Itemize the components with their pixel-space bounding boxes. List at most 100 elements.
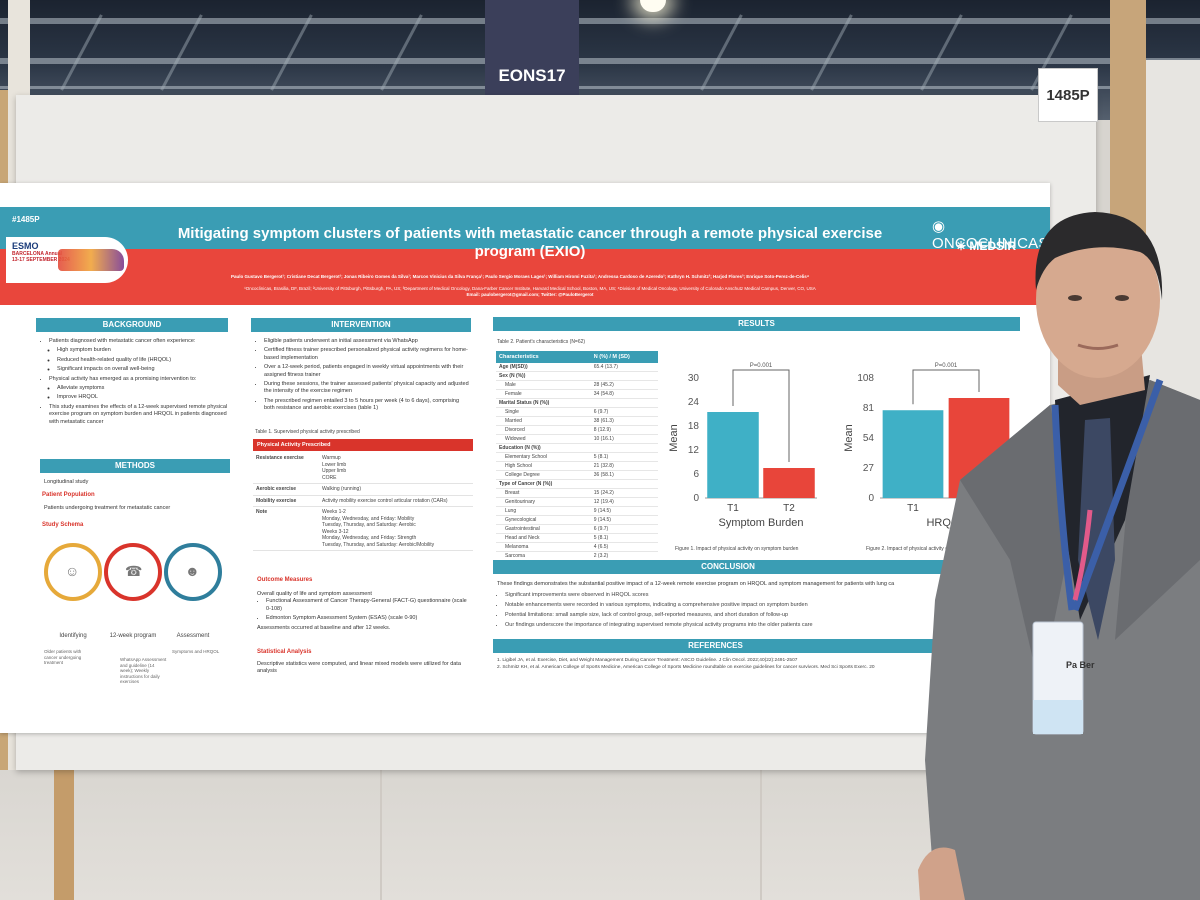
table-cell	[590, 443, 658, 453]
stats-text: Descriptive statistics were computed, an…	[257, 661, 461, 675]
background-item: Reduced health-related quality of life (…	[57, 357, 228, 364]
table1-header: Physical Activity Prescribed	[253, 439, 473, 451]
table-cell: Male	[496, 380, 591, 390]
conclusion-heading: CONCLUSION	[493, 560, 963, 574]
intervention-item: Eligible patients underwent an initial a…	[264, 338, 469, 345]
table1-caption: Table 1. Supervised physical activity pr…	[255, 429, 360, 435]
table-row: Gynecological 9 (14.5)	[496, 515, 658, 525]
y-axis-label: Mean	[668, 424, 680, 452]
table-cell: Lung	[496, 506, 591, 516]
table-row: Marital Status (N (%))	[496, 398, 658, 408]
table-row: Married 38 (61.3)	[496, 416, 658, 426]
congress-logo-mark: ESMO	[12, 241, 39, 251]
oncoclinicas-wordmark: ONCOCLINICAS	[932, 235, 1049, 252]
y-tick-label: 24	[688, 397, 700, 408]
table-row: Age (M(SD)) 65.4 (13.7)	[496, 363, 658, 372]
table-header-cell: Characteristics	[496, 351, 591, 363]
poster-title: Mitigating symptom clusters of patients …	[160, 225, 900, 261]
background-text: Patients diagnosed with metastatic cance…	[40, 338, 228, 428]
schema-heading: Study Schema	[42, 522, 84, 528]
reference-item: 1. Ligibel JA, et al. Exercise, Diet, an…	[497, 658, 798, 663]
truss	[0, 58, 1200, 64]
medsir-wordmark: MEDSIR	[969, 239, 1017, 253]
characteristics-table: Characteristics N (%) / M (SD) Age (M(SD…	[496, 351, 658, 561]
y-tick-label: 12	[688, 445, 700, 456]
intervention-heading: INTERVENTION	[251, 318, 471, 332]
table-cell	[590, 479, 658, 489]
x-tick-label: T2	[783, 503, 795, 514]
table-row: Divorced 8 (12.9)	[496, 425, 658, 435]
table-cell: 8 (12.9)	[590, 425, 658, 435]
scientific-poster: #1485P ESMO BARCELONA Annual 13-17 SEPTE…	[0, 183, 1050, 733]
schema-label: Assessment	[176, 633, 210, 639]
table-cell: Sex (N (%))	[496, 371, 591, 381]
people-icon: ☺	[65, 563, 80, 579]
bar-t2	[948, 398, 1010, 498]
table-row: College Degree 36 (58.1)	[496, 470, 658, 480]
population-text: Patients undergoing treatment for metast…	[44, 505, 171, 511]
p-value-label: P=0.001	[750, 363, 773, 369]
table-row: Mobility exercise Activity mobility exerc…	[253, 495, 473, 507]
background-item: Patients diagnosed with metastatic cance…	[49, 338, 228, 345]
table-cell: 21 (32.8)	[590, 461, 658, 471]
outcome-item: Assessments occurred at baseline and aft…	[257, 624, 391, 631]
table-row: Note Weeks 1-2 Monday, Wednesday, and Fri…	[253, 506, 473, 551]
conclusion-item: Potential limitations: small sample size…	[505, 610, 957, 620]
schema-label: Identifying	[59, 633, 87, 639]
x-axis-label: Symptom Burden	[719, 517, 804, 529]
barcelona-skyline-icon	[58, 249, 124, 271]
conclusion-item: Significant improvements were observed i…	[505, 590, 957, 600]
table-row: Male 28 (45.2)	[496, 380, 658, 390]
outcome-item: Functional Assessment of Cancer Therapy-…	[266, 598, 469, 613]
table-row: High School 21 (32.8)	[496, 461, 658, 471]
y-tick-label: 27	[863, 463, 875, 474]
outcome-item: Edmonton Symptom Assessment System (ESAS…	[266, 615, 469, 622]
table-header-cell: N (%) / M (SD)	[590, 351, 658, 363]
significance-bracket	[732, 369, 790, 462]
table-row: Elementary School 5 (8.1)	[496, 452, 658, 462]
table-cell: College Degree	[496, 470, 591, 480]
table-cell: Head and Neck	[496, 533, 591, 543]
table-cell: Female	[496, 389, 591, 399]
schema-note: Older patients with cancer undergoing tr…	[44, 649, 82, 665]
truss-strut	[160, 14, 203, 91]
schema-program-circle: ☎	[104, 543, 162, 601]
truss-strut	[60, 14, 103, 91]
table-cell: 38 (61.3)	[590, 416, 658, 426]
y-tick-label: 6	[693, 469, 699, 480]
methods-heading: METHODS	[40, 459, 230, 473]
table-cell: Activity mobility exercise control artic…	[319, 495, 473, 507]
table-row: Single 6 (9.7)	[496, 407, 658, 417]
table-row: Female 34 (54.8)	[496, 389, 658, 399]
header-band-red	[0, 249, 1050, 305]
truss-strut	[700, 14, 743, 91]
background-item: This study examines the effects of a 12-…	[49, 404, 228, 426]
table-row: Melanoma 4 (6.5)	[496, 542, 658, 552]
background-item: High symptom burden	[57, 347, 228, 354]
intervention-item: The prescribed regimen entailed 3 to 5 h…	[264, 398, 469, 413]
header-band-teal	[0, 207, 1050, 249]
table-cell	[590, 398, 658, 408]
phone-icon: ☎	[125, 563, 143, 579]
background-item: Physical activity has emerged as a promi…	[49, 376, 228, 383]
table-cell: Divorced	[496, 425, 591, 435]
floor-seam	[380, 770, 382, 900]
table-cell: 15 (24.2)	[590, 488, 658, 498]
eye-right	[1115, 295, 1129, 301]
table-cell: Marital Status (N (%))	[496, 398, 591, 408]
congress-dates: 13-17 SEPTEMBER 2024	[12, 257, 70, 263]
eons-banner: EONS17	[485, 0, 579, 98]
board-number-sign: 1485P	[1038, 68, 1098, 122]
truss-strut	[920, 14, 963, 91]
table-row: Breast 15 (24.2)	[496, 488, 658, 498]
outcome-text: Overall quality of life and symptom asse…	[257, 591, 469, 632]
table-cell: Resistance exercise	[253, 453, 319, 484]
population-heading: Patient Population	[42, 492, 95, 498]
table-cell: 6 (9.7)	[590, 407, 658, 417]
table-cell: Elementary School	[496, 452, 591, 462]
intervention-item: Certified fitness trainer prescribed per…	[264, 347, 469, 362]
author-list: Paulo Gustavo Bergerot¹; Cristiane Decat…	[231, 274, 809, 279]
table-cell: Married	[496, 416, 591, 426]
table-cell: Melanoma	[496, 542, 591, 552]
floor	[0, 770, 1200, 900]
